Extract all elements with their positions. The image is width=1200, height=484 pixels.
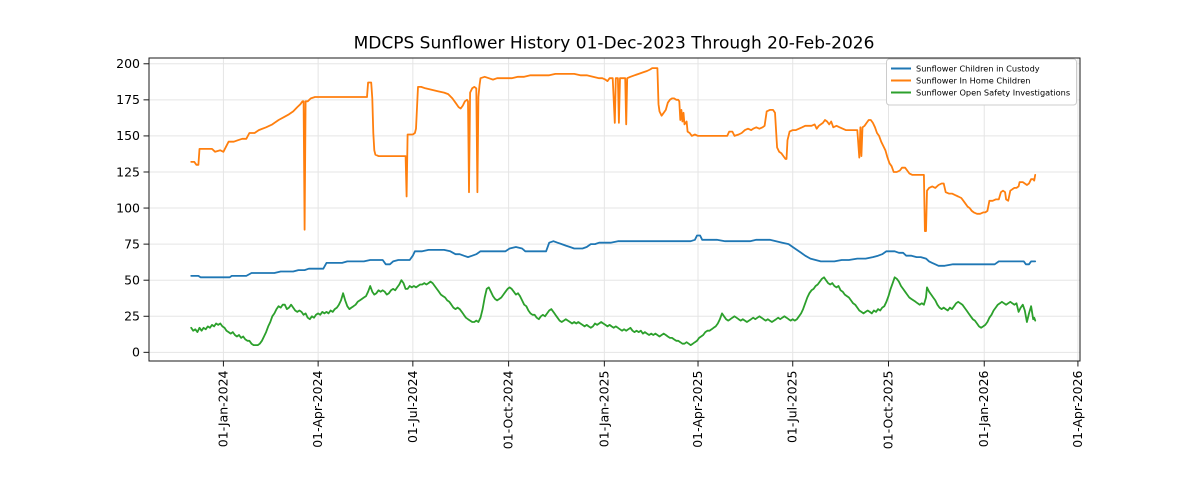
x-tick-label: 01-Apr-2025: [690, 371, 705, 448]
y-tick-label: 125: [116, 164, 140, 179]
x-tick-label: 01-Jan-2025: [596, 371, 611, 448]
y-axis: 0 25 50 75 100 125 150 175 200: [116, 56, 149, 360]
x-tick-label: 01-Jul-2025: [785, 371, 800, 444]
y-tick-label: 50: [124, 273, 140, 288]
legend-label: Sunflower Children in Custody: [916, 64, 1040, 74]
x-tick-label: 01-Jan-2024: [215, 370, 230, 447]
series-line-0: [190, 234, 1037, 279]
x-tick-label: 01-Oct-2024: [501, 370, 516, 449]
x-tick-label: 01-Jan-2026: [976, 370, 991, 447]
y-tick-label: 75: [124, 236, 140, 251]
y-tick-label: 0: [132, 345, 140, 360]
chart-title: MDCPS Sunflower History 01-Dec-2023 Thro…: [354, 34, 875, 54]
legend-label: Sunflower Open Safety Investigations: [916, 88, 1070, 98]
y-tick-label: 100: [116, 200, 140, 215]
plot-frame: [148, 57, 1081, 362]
y-tick-label: 150: [116, 128, 140, 143]
series-line-2: [190, 276, 1037, 347]
legend-box: [886, 58, 1077, 106]
y-tick-label: 200: [116, 56, 140, 71]
x-tick-label: 01-Oct-2025: [880, 371, 895, 450]
legend-label: Sunflower In Home Children: [916, 76, 1031, 86]
legend: Sunflower Children in Custody Sunflower I…: [886, 58, 1077, 106]
x-tick-label: 01-Apr-2026: [1070, 370, 1085, 447]
y-tick-label: 25: [124, 309, 140, 324]
series-line-1: [190, 67, 1037, 233]
series-lines: [190, 67, 1037, 347]
axes-frame: [148, 57, 1081, 362]
x-tick-label: 01-Apr-2024: [310, 370, 325, 447]
x-axis: 01-Jan-2024 01-Apr-2024 01-Jul-2024 01-Oct-…: [215, 361, 1085, 449]
x-tick-label: 01-Jul-2024: [405, 370, 420, 443]
y-tick-label: 175: [116, 92, 140, 107]
